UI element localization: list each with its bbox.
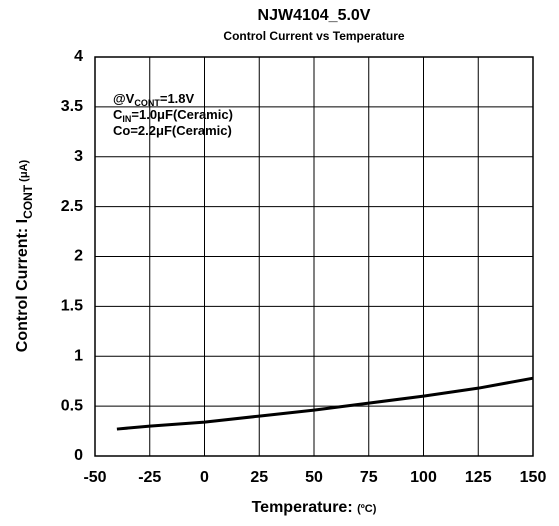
x-tick-label: 125 [465, 469, 492, 486]
y-axis-title-sub: CONT [21, 184, 35, 219]
annotation-box: @VCONT=1.8V CIN=1.0μF(Ceramic) Co=2.2μF(… [113, 91, 233, 138]
y-tick-label: 1 [74, 347, 83, 364]
plot-frame [94, 56, 534, 457]
x-tick-label: 150 [520, 469, 547, 486]
y-tick-label: 3 [74, 148, 83, 165]
x-tick-label: 0 [200, 469, 209, 486]
x-tick-label: 75 [360, 469, 378, 486]
annotation-sub: IN [122, 114, 131, 124]
annotation: CIN=1.0μF(Ceramic) [113, 107, 233, 124]
y-axis-title: Control Current: ICONT (μA) [14, 159, 35, 352]
y-axis-title-main: Control Current: I [14, 219, 31, 352]
chart-subtitle: Control Current vs Temperature [223, 29, 404, 43]
y-tick-label: 2.5 [61, 198, 83, 215]
data-line [116, 376, 534, 431]
chart-title: NJW4104_5.0V [258, 7, 371, 24]
annotation-main: @V [113, 91, 135, 106]
y-tick-label: 4 [74, 48, 83, 65]
annotation-rest: =1.8V [160, 91, 195, 106]
annotation-main: C [113, 107, 123, 122]
x-tick-label: 25 [250, 469, 268, 486]
annotation: @VCONT=1.8V [113, 91, 195, 108]
x-tick-label: -25 [138, 469, 161, 486]
y-tick-label: 0 [74, 447, 83, 464]
y-tick-label: 1.5 [61, 298, 83, 315]
y-tick-label: 2 [74, 248, 83, 265]
y-tick-label: 3.5 [61, 98, 83, 115]
x-axis-title-main: Temperature: [252, 499, 353, 516]
annotation: Co=2.2μF(Ceramic) [113, 123, 232, 138]
y-tick-label: 0.5 [61, 397, 83, 414]
annotation-sub: CONT [134, 98, 160, 108]
x-axis-title-unit: (ºC) [357, 503, 377, 515]
annotation-rest: =1.0μF(Ceramic) [131, 107, 233, 122]
x-tick-label: 100 [410, 469, 437, 486]
x-axis-title: Temperature: (ºC) [252, 499, 377, 516]
x-tick-label: 50 [305, 469, 323, 486]
x-tick-label: -50 [83, 469, 106, 486]
y-axis-title-unit: (μA) [18, 159, 30, 184]
